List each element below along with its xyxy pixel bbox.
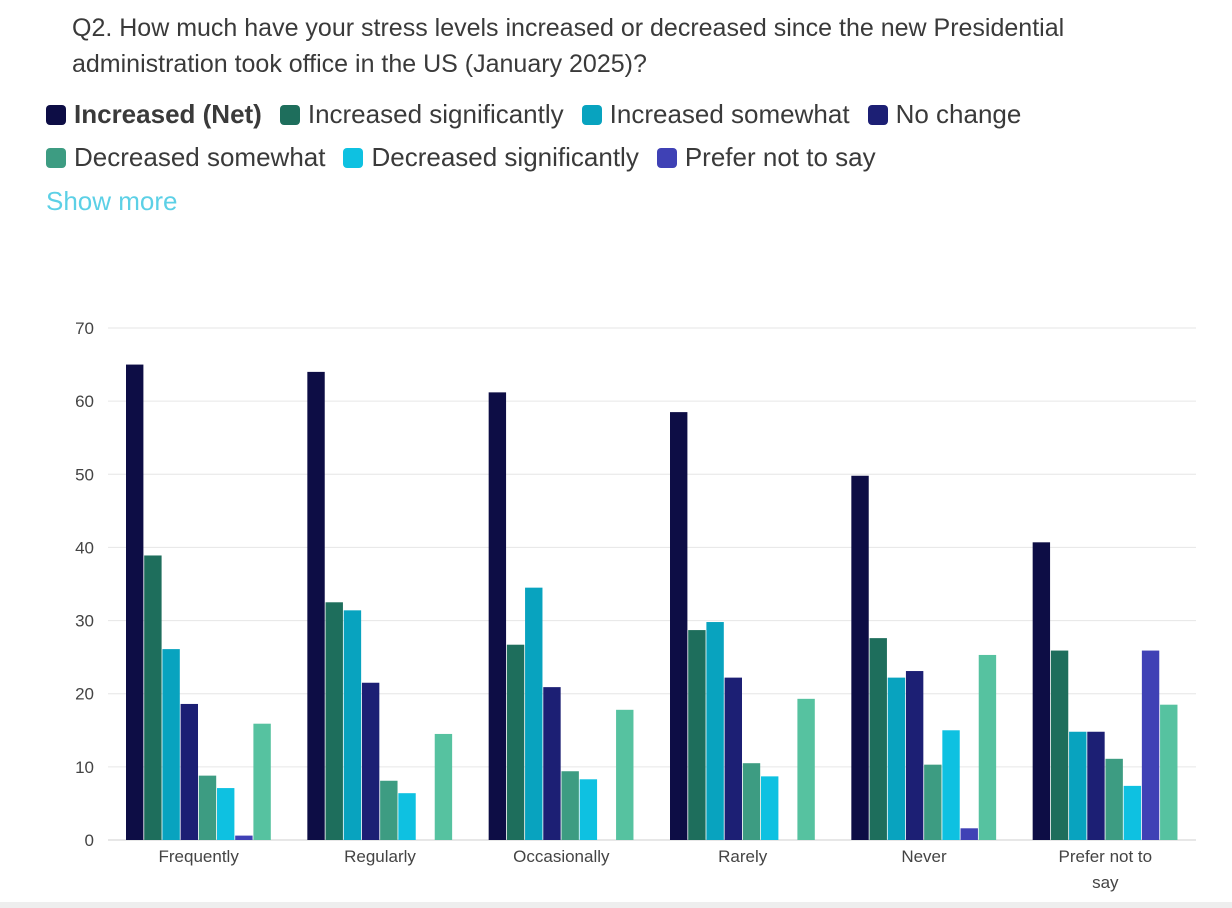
bar — [905, 671, 924, 840]
bar — [325, 602, 343, 840]
bar — [670, 412, 688, 840]
bar — [398, 793, 416, 840]
chart-legend: Increased (Net) Increased significantly In… — [46, 96, 1196, 176]
legend-item[interactable]: Increased (Net) — [46, 96, 262, 133]
question-title: Q2. How much have your stress levels inc… — [72, 14, 1065, 78]
y-tick-label: 40 — [75, 538, 94, 557]
bar — [887, 677, 906, 840]
bar — [380, 780, 398, 840]
bar — [1141, 650, 1160, 840]
legend-item[interactable]: Increased somewhat — [581, 96, 850, 133]
bar — [543, 687, 561, 840]
legend-swatch — [279, 104, 300, 125]
bar — [960, 828, 978, 840]
bar — [1087, 731, 1105, 840]
bar — [525, 587, 543, 840]
y-tick-label: 20 — [75, 685, 94, 704]
legend-label: Increased significantly — [307, 99, 564, 129]
bar — [253, 723, 271, 840]
bar — [869, 638, 887, 840]
bar — [1050, 650, 1069, 840]
legend-swatch — [46, 147, 66, 168]
bar — [434, 733, 453, 840]
bar — [761, 776, 779, 840]
bar — [742, 763, 761, 840]
x-tick-label: Prefer not to say — [1059, 847, 1153, 892]
legend-label: Decreased significantly — [371, 142, 639, 172]
bar — [361, 682, 380, 840]
bar — [217, 788, 235, 840]
bar — [488, 392, 507, 840]
legend-label: Increased somewhat — [609, 99, 850, 129]
y-tick-label: 30 — [75, 612, 94, 631]
bar — [198, 775, 217, 840]
y-tick-label: 50 — [75, 465, 94, 484]
legend-label: Prefer not to say — [684, 142, 876, 172]
bar — [978, 654, 997, 840]
bar — [1069, 731, 1087, 840]
bar — [924, 764, 942, 840]
bar-chart: 0 10 20 30 40 50 60 70 Frequently Regularly Occasi… — [75, 319, 1196, 892]
bar — [1160, 704, 1178, 840]
y-tick-label: 10 — [75, 758, 94, 777]
legend-item[interactable]: Decreased significantly — [343, 139, 639, 176]
legend-item[interactable]: Prefer not to say — [656, 139, 876, 176]
bar — [561, 771, 579, 840]
legend-swatch — [343, 147, 364, 168]
bar — [144, 555, 162, 840]
bar — [162, 649, 180, 840]
legend-item[interactable]: No change — [867, 96, 1022, 133]
bar — [126, 364, 144, 840]
bar — [688, 630, 706, 840]
x-tick-label: Never — [901, 847, 947, 866]
bar — [506, 644, 525, 840]
x-tick-label: Rarely — [718, 847, 768, 866]
bar — [797, 698, 815, 840]
bar — [235, 835, 253, 840]
bar — [616, 709, 634, 840]
legend-label: Increased (Net) — [74, 99, 262, 129]
bar — [1123, 785, 1142, 840]
legend-item[interactable]: Decreased somewhat — [46, 139, 325, 176]
bar — [1105, 758, 1123, 840]
bottom-divider — [0, 902, 1232, 908]
x-tick-label: Frequently — [159, 847, 240, 866]
bar — [706, 622, 724, 840]
legend-label: No change — [895, 99, 1022, 129]
legend-item[interactable]: Increased significantly — [279, 96, 564, 133]
bar — [180, 703, 198, 840]
y-tick-label: 0 — [85, 831, 94, 850]
y-tick-label: 60 — [75, 392, 94, 411]
legend-swatch — [46, 104, 66, 125]
bar — [343, 610, 362, 840]
legend-swatch — [656, 147, 677, 168]
x-tick-label: Regularly — [344, 847, 416, 866]
bar — [579, 779, 598, 840]
legend-label: Decreased somewhat — [74, 142, 326, 172]
legend-swatch — [867, 104, 888, 125]
bar — [307, 371, 325, 840]
show-more-link[interactable]: Show more — [46, 186, 178, 216]
bar — [942, 730, 960, 840]
x-tick-label: Occasionally — [513, 847, 610, 866]
bar — [724, 677, 742, 840]
legend-swatch — [581, 104, 602, 125]
bar — [851, 475, 869, 840]
y-tick-label: 70 — [75, 319, 94, 338]
bar — [1032, 542, 1051, 840]
